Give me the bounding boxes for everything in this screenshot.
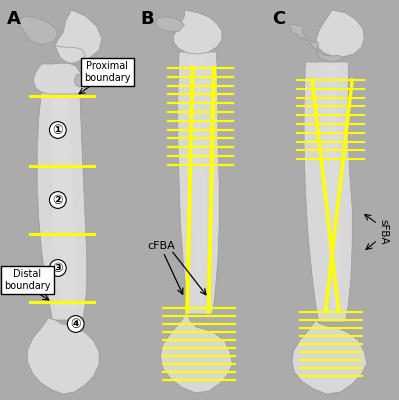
Polygon shape	[160, 313, 233, 393]
Polygon shape	[178, 52, 219, 314]
Polygon shape	[190, 56, 207, 304]
Polygon shape	[304, 62, 352, 322]
Polygon shape	[74, 74, 89, 87]
Polygon shape	[55, 10, 102, 60]
Text: ①: ①	[53, 124, 63, 136]
Polygon shape	[292, 320, 367, 394]
Text: ④: ④	[70, 318, 81, 330]
Text: Distal
boundary: Distal boundary	[4, 269, 51, 291]
Text: C: C	[272, 10, 285, 28]
Text: B: B	[140, 10, 154, 28]
Text: cFBA: cFBA	[147, 241, 175, 251]
Polygon shape	[37, 93, 87, 320]
Polygon shape	[19, 16, 58, 45]
Polygon shape	[322, 65, 340, 310]
Polygon shape	[33, 63, 85, 94]
Polygon shape	[55, 46, 85, 63]
Polygon shape	[28, 318, 99, 394]
Polygon shape	[289, 24, 343, 62]
Text: sFBA: sFBA	[378, 219, 388, 245]
Polygon shape	[155, 17, 184, 32]
Text: A: A	[7, 10, 21, 28]
Polygon shape	[316, 10, 364, 57]
Polygon shape	[174, 10, 222, 54]
Text: ③: ③	[53, 262, 63, 274]
Text: Proximal
boundary: Proximal boundary	[84, 61, 130, 83]
Text: ②: ②	[53, 194, 63, 206]
Polygon shape	[51, 96, 76, 308]
